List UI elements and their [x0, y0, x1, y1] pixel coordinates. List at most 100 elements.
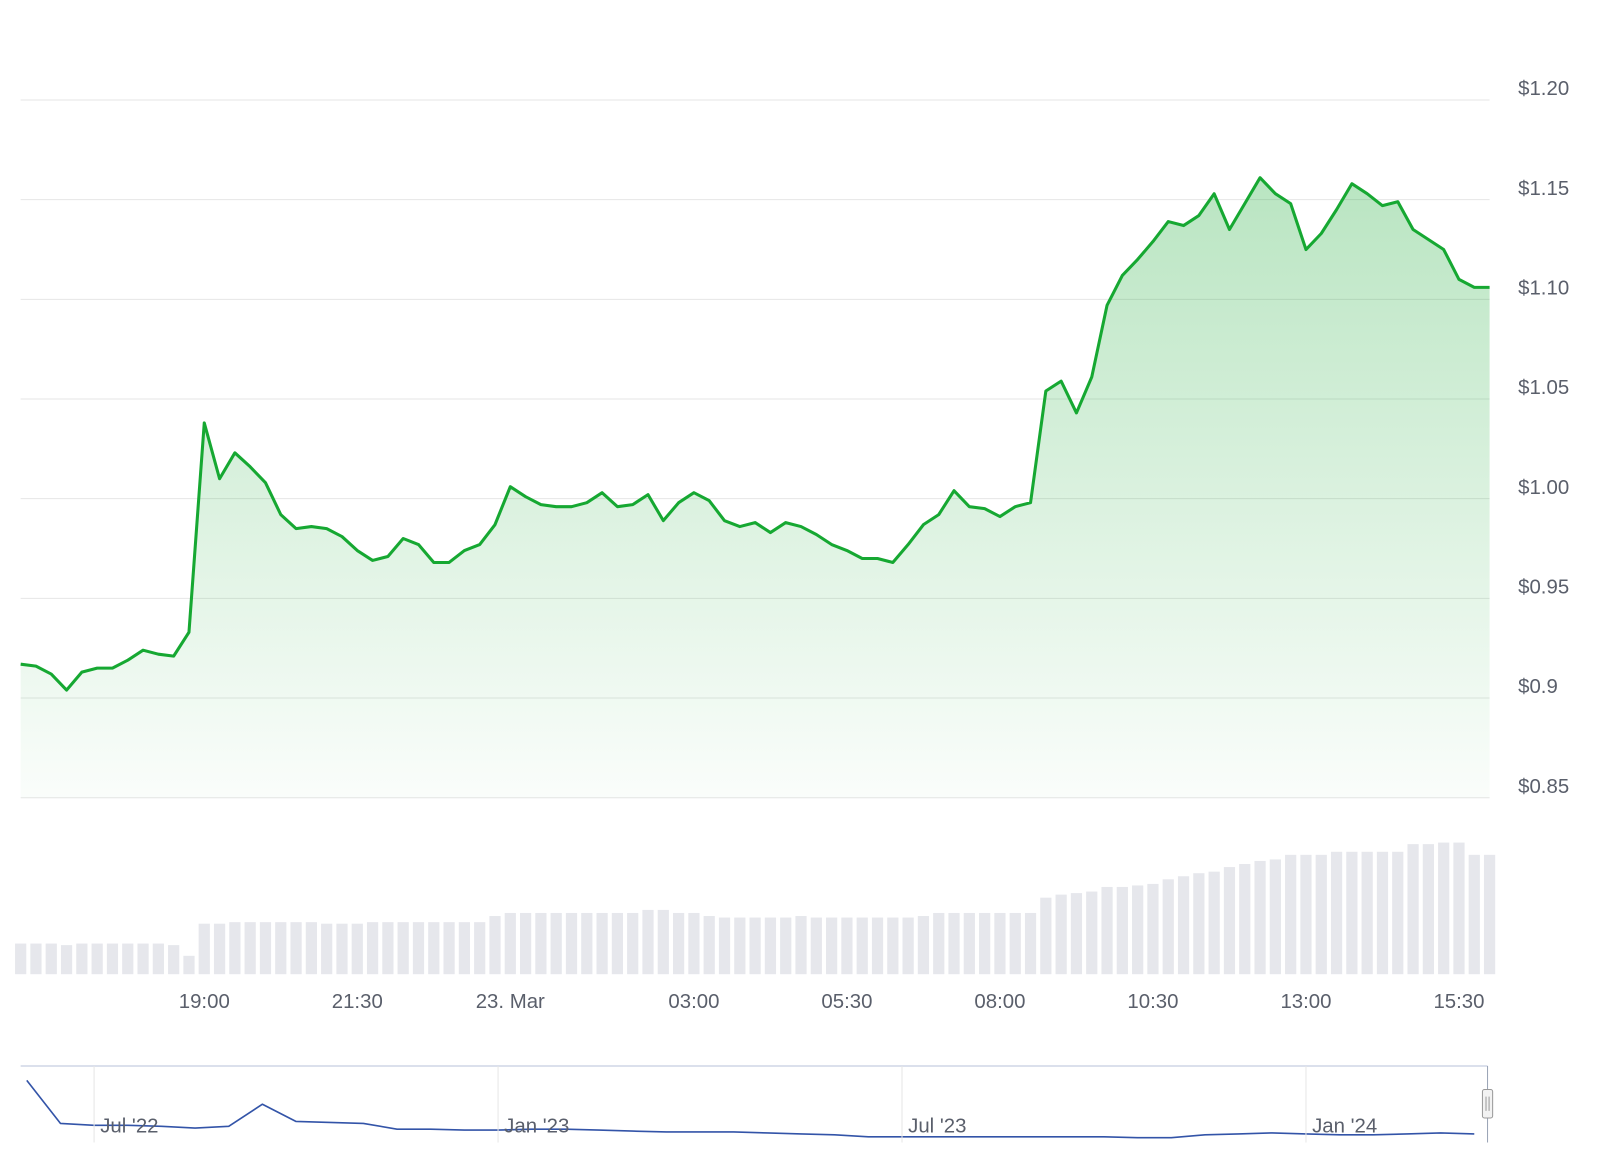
- x-tick-label: 19:00: [179, 991, 230, 1013]
- volume-bar: [933, 912, 945, 975]
- volume-bar: [948, 912, 960, 975]
- volume-bar: [76, 943, 88, 975]
- volume-bar: [397, 922, 409, 975]
- volume-bar: [1055, 894, 1067, 975]
- y-tick-label: $0.95: [1518, 577, 1569, 599]
- volume-bar: [1070, 893, 1083, 975]
- volume-bar: [596, 912, 608, 975]
- volume-bar: [841, 917, 853, 975]
- navigator-tick-label: Jul '22: [100, 1116, 158, 1138]
- volume-bar: [1407, 844, 1419, 975]
- volume-bar: [106, 943, 119, 975]
- x-tick-label: 05:30: [821, 991, 872, 1013]
- volume-bar: [91, 943, 103, 975]
- x-tick-label: 10:30: [1127, 991, 1178, 1013]
- volume-bar: [428, 922, 440, 975]
- volume-bar: [122, 943, 134, 975]
- y-tick-label: $1.00: [1518, 477, 1569, 499]
- volume-bar: [749, 917, 761, 975]
- volume-bar: [213, 923, 226, 975]
- x-tick-label: 21:30: [332, 991, 383, 1013]
- y-tick-label: $1.10: [1518, 278, 1569, 300]
- navigator-frame: [21, 1066, 1488, 1143]
- volume-bar: [1376, 851, 1389, 975]
- volume-bar: [504, 912, 516, 975]
- volume-bar: [183, 955, 195, 975]
- volume-bar: [152, 943, 164, 975]
- volume-bar: [657, 909, 669, 975]
- volume-bar: [1468, 854, 1480, 975]
- volume-bar: [366, 922, 379, 975]
- volume-bar: [412, 922, 425, 975]
- volume-bar: [550, 912, 562, 975]
- volume-bar: [1162, 879, 1174, 975]
- volume-bar: [565, 912, 578, 975]
- volume-bar: [734, 917, 746, 975]
- navigator-line: [26, 1079, 1475, 1139]
- volume-bar: [474, 922, 486, 975]
- volume-bar: [856, 917, 868, 975]
- volume-bar: [1483, 854, 1496, 975]
- volume-bar: [764, 917, 777, 975]
- volume-bar: [244, 922, 256, 975]
- volume-bar: [1239, 864, 1251, 975]
- volume-bar: [1300, 854, 1312, 975]
- volume-bar: [1208, 871, 1220, 975]
- volume-bar: [627, 912, 639, 975]
- x-tick-label: 08:00: [974, 991, 1025, 1013]
- volume-bar: [1285, 854, 1297, 975]
- volume-bar: [1422, 844, 1434, 975]
- volume-bar: [1147, 883, 1159, 975]
- volume-bar: [810, 917, 822, 975]
- navigator-tick-label: Jul '23: [908, 1116, 966, 1138]
- volume-bar: [1269, 859, 1281, 975]
- volume-bar: [688, 912, 700, 975]
- volume-bar: [535, 912, 547, 975]
- volume-bar: [902, 917, 914, 975]
- volume-bar: [1346, 851, 1358, 975]
- volume-bar: [305, 922, 317, 975]
- volume-bar: [871, 917, 884, 975]
- x-tick-label: 15:30: [1433, 991, 1484, 1013]
- volume-bar: [1086, 891, 1098, 975]
- y-tick-label: $1.20: [1518, 78, 1569, 100]
- volume-bar: [917, 916, 930, 975]
- volume-bar: [1392, 851, 1404, 975]
- volume-bar: [1116, 886, 1128, 975]
- volume-bar: [1040, 897, 1052, 975]
- volume-bar: [1177, 876, 1190, 975]
- volume-bar: [336, 923, 348, 975]
- volume-bar: [137, 943, 149, 975]
- volume-bar: [826, 917, 838, 975]
- volume-bar: [780, 917, 792, 975]
- x-tick-label: 03:00: [668, 991, 719, 1013]
- volume-bar: [1223, 867, 1236, 975]
- y-tick-label: $1.05: [1518, 377, 1569, 399]
- price-area: [20, 177, 1490, 798]
- volume-bar: [611, 912, 624, 975]
- volume-bar: [979, 912, 991, 975]
- volume-bar: [581, 912, 593, 975]
- volume-bar: [275, 922, 287, 975]
- volume-bar: [1024, 912, 1037, 975]
- volume-bar: [259, 922, 272, 975]
- price-line: [20, 176, 1490, 692]
- y-tick-label: $0.9: [1518, 676, 1558, 698]
- volume-bar: [290, 922, 302, 975]
- volume-bar: [15, 943, 27, 975]
- volume-bar: [489, 916, 501, 975]
- volume-bar: [60, 945, 73, 975]
- volume-bar: [168, 945, 180, 975]
- navigator-tick-label: Jan '24: [1312, 1116, 1377, 1138]
- volume-bar: [994, 912, 1006, 975]
- volume-bar: [1438, 842, 1450, 975]
- volume-bar: [382, 922, 394, 975]
- volume-bar: [45, 943, 57, 975]
- volume-bar: [519, 912, 532, 975]
- volume-bar: [443, 922, 455, 975]
- volume-bar: [672, 912, 685, 975]
- volume-bar: [703, 916, 715, 975]
- y-tick-label: $1.15: [1518, 178, 1569, 200]
- volume-bar: [30, 943, 42, 975]
